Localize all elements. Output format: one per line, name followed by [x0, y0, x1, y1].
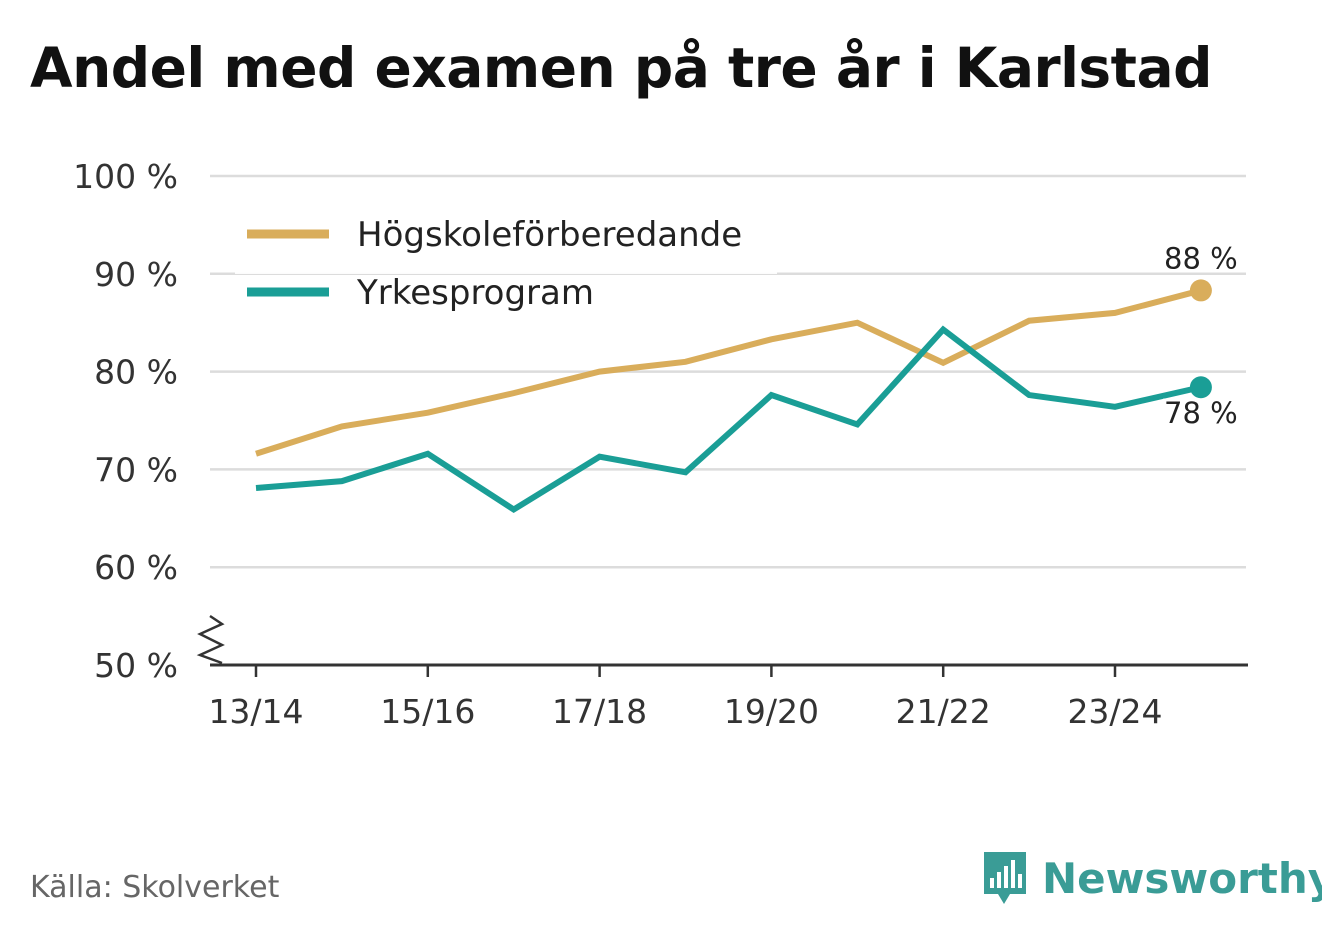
newsworthy-logo-icon [984, 852, 1026, 904]
y-tick-label: 60 % [94, 548, 178, 587]
end-value-label: 78 % [1164, 396, 1238, 430]
legend-label: Yrkesprogram [356, 273, 594, 313]
y-tick-label: 100 % [73, 157, 178, 196]
brand-name: Newsworthy [1042, 853, 1322, 903]
x-tick-label: 21/22 [896, 692, 991, 731]
legend: Högskoleförberedande Yrkesprogram [235, 202, 777, 313]
chart-title: Andel med examen på tre år i Karlstad [30, 36, 1212, 100]
x-tick-label: 19/20 [724, 692, 819, 731]
x-tick-label: 23/24 [1067, 692, 1162, 731]
x-tick-label: 13/14 [208, 692, 303, 731]
y-tick-label: 70 % [94, 450, 178, 489]
y-axis-ticks: 50 % 60 % 70 % 80 % 90 % 100 % [73, 157, 178, 685]
y-tick-label: 50 % [94, 646, 178, 685]
series-line-yrkesprogram [255, 325, 1202, 514]
legend-label: Högskoleförberedande [357, 215, 742, 255]
y-tick-label: 90 % [94, 255, 178, 294]
brand: Newsworthy [980, 848, 1322, 908]
y-tick-label: 80 % [94, 353, 178, 392]
end-value-label: 88 % [1164, 241, 1238, 275]
source-note: Källa: Skolverket [30, 870, 280, 905]
x-tick-label: 15/16 [380, 692, 475, 731]
x-tick-label: 17/18 [552, 692, 647, 731]
end-point-marker [1189, 279, 1212, 302]
end-point-marker [1189, 376, 1212, 399]
axis-break-symbol [196, 614, 225, 665]
series-lines [255, 279, 1212, 514]
x-axis: 13/14 15/16 17/18 19/20 21/22 23/24 [196, 614, 1248, 731]
end-labels: 88 % 78 % [1161, 238, 1241, 433]
series-line-hogskoleforberedande [255, 287, 1202, 457]
